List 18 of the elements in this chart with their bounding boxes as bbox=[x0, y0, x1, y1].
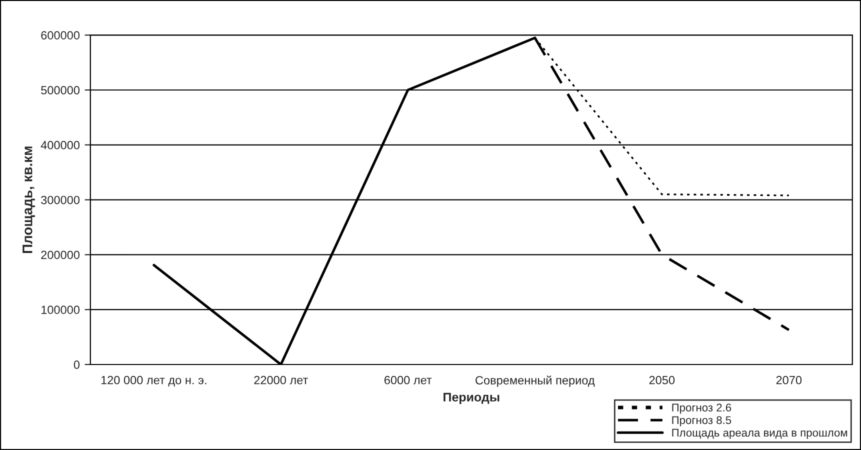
x-axis-title: Периоды bbox=[444, 392, 500, 404]
x-tick-label: 22000 лет bbox=[254, 376, 308, 384]
x-tick-label: 120 000 лет до н. э. bbox=[101, 376, 206, 387]
y-tick-label: 400000 bbox=[40, 140, 80, 150]
y-tick-label: 600000 bbox=[41, 31, 80, 40]
legend-label: Прогноз 8.5 bbox=[672, 416, 732, 426]
y-tick-label: 500000 bbox=[41, 86, 80, 94]
y-tick-label: 100000 bbox=[42, 306, 80, 314]
x-tick-label: Современный период bbox=[476, 376, 595, 387]
x-tick-label: 2070 bbox=[776, 376, 802, 384]
legend-label: Площадь ареала вида в прошлом bbox=[672, 428, 848, 439]
x-tick-label: 6000 лет bbox=[384, 376, 432, 384]
legend-label: Прогноз 2.6 bbox=[672, 404, 732, 414]
y-tick-label: 300000 bbox=[41, 196, 80, 204]
y-tick-label: 0 bbox=[74, 360, 80, 369]
y-axis-title: Площадь, кв.км bbox=[22, 146, 35, 254]
x-tick-label: 2050 bbox=[649, 376, 675, 384]
y-tick-label: 200000 bbox=[41, 250, 80, 260]
